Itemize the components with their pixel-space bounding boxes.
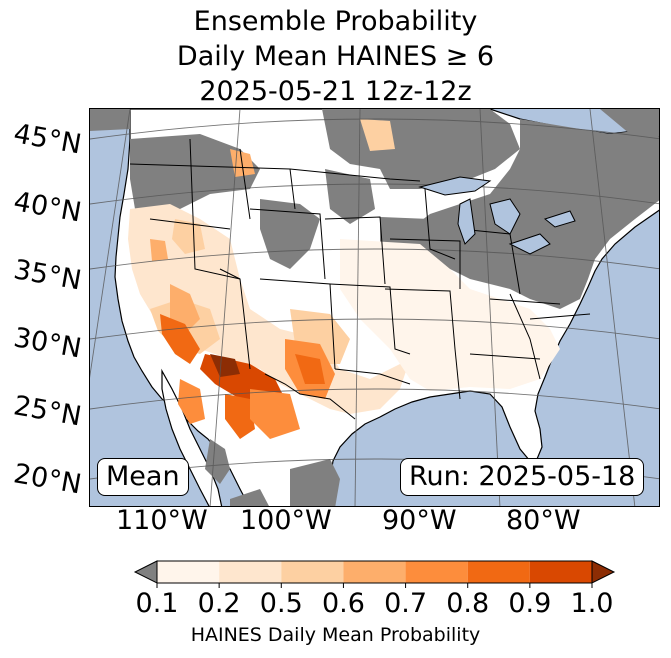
mean-label-box: Mean <box>97 458 189 496</box>
colorbar-tick-label: 0.7 <box>384 588 428 619</box>
state-borders <box>129 138 591 420</box>
colorbar-cell <box>219 561 282 583</box>
colorbar-under-arrow <box>133 560 158 584</box>
great-lakes <box>418 176 576 255</box>
lon-label-90: 90°W <box>382 505 457 536</box>
colorbar-cell <box>343 561 406 583</box>
colorbar-tick-label: 0.5 <box>259 588 303 619</box>
graticule <box>90 109 659 506</box>
colorbar-cell <box>405 561 468 583</box>
colorbar-cell <box>467 561 530 583</box>
colorbar-border <box>156 560 593 584</box>
title-line-1: Ensemble Probability <box>193 6 478 37</box>
colorbar-cell <box>529 561 592 583</box>
colorbar-tick-label: 1.0 <box>570 588 614 619</box>
run-date-box: Run: 2025-05-18 <box>400 458 645 496</box>
mexico-land <box>161 368 223 506</box>
map-canvas <box>90 109 659 506</box>
colorbar-label: HAINES Daily Mean Probability <box>190 624 481 646</box>
colorbar-cell <box>281 561 344 583</box>
colorbar-tick-label: 0.6 <box>321 588 365 619</box>
colorbar-cell <box>157 561 220 583</box>
colorbar-tick-label: 0.9 <box>508 588 552 619</box>
lon-label-80: 80°W <box>506 505 581 536</box>
colorbar-tick-label: 0.1 <box>135 588 179 619</box>
title-line-2: Daily Mean HAINES ≥ 6 <box>176 41 495 72</box>
lon-label-100: 100°W <box>240 505 332 536</box>
map-panel <box>89 108 660 507</box>
colorbar-tick-label: 0.8 <box>446 588 490 619</box>
lon-label-110: 110°W <box>116 505 208 536</box>
colorbar-tick-label: 0.2 <box>197 588 241 619</box>
colorbar-over-arrow <box>591 560 616 584</box>
title-line-3: 2025-05-21 12z-12z <box>199 76 472 107</box>
